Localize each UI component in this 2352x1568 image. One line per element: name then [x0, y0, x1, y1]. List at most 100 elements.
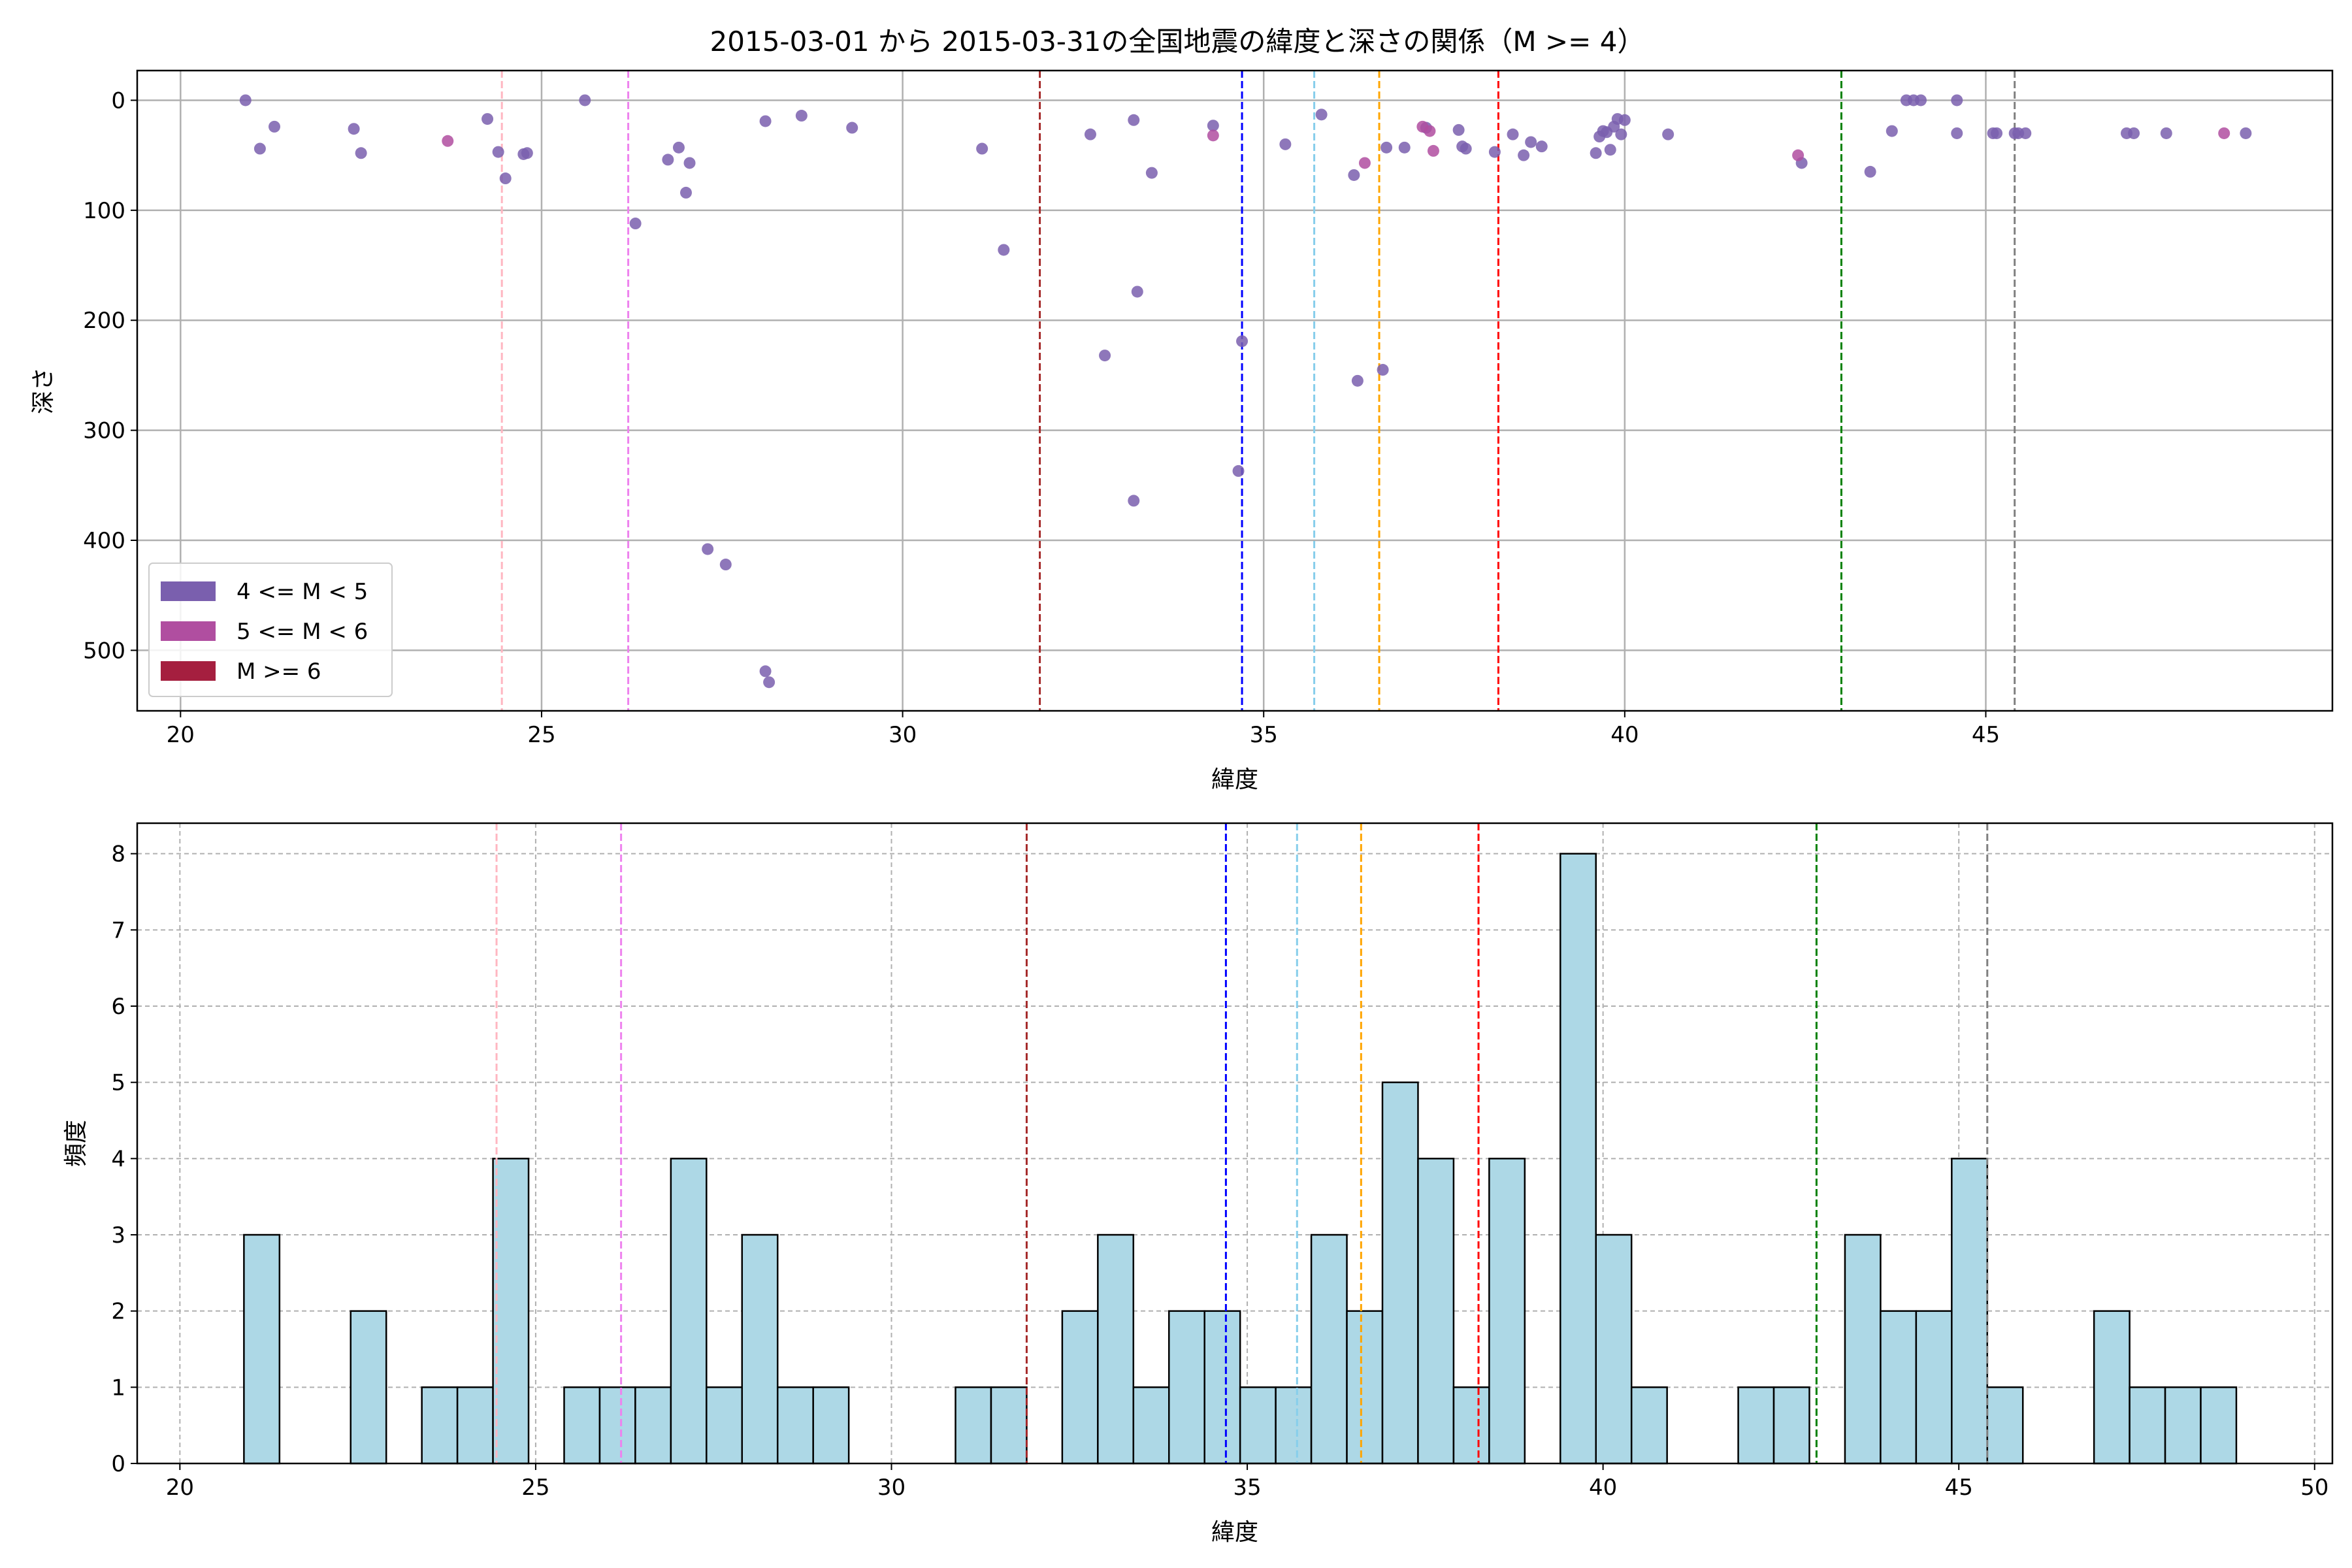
scatter-point [1604, 144, 1616, 156]
histogram-bar [1417, 1158, 1455, 1465]
scatter-point [1460, 142, 1472, 155]
histogram-x-axis-title: 緯度 [1211, 1519, 1258, 1546]
scatter-point [1951, 127, 1963, 139]
histogram-x-tick-label: 25 [521, 1475, 549, 1501]
scatter-point [2160, 127, 2172, 139]
scatter-point [759, 665, 772, 678]
scatter-x-tick-label: 25 [527, 722, 555, 748]
legend-swatch-m5 [161, 621, 216, 641]
scatter-point [998, 244, 1010, 256]
histogram-bar [1452, 1386, 1490, 1465]
scatter-y-tick-label: 500 [83, 638, 125, 664]
scatter-point [1315, 108, 1328, 121]
chart-title: 2015-03-01 から 2015-03-31の全国地震の緯度と深さの関係（M… [710, 25, 1645, 57]
histogram-bar [1061, 1310, 1099, 1465]
scatter-point [763, 676, 776, 689]
scatter-point [2218, 127, 2230, 139]
histogram-bar [1772, 1386, 1810, 1465]
histogram-bar [955, 1386, 992, 1465]
scatter-point [1377, 364, 1389, 376]
scatter-x-axis-title: 緯度 [1211, 766, 1258, 793]
histogram-bar [1381, 1081, 1419, 1465]
scatter-point [1099, 350, 1111, 362]
histogram-bar [2164, 1386, 2202, 1465]
scatter-y-tick-label: 300 [83, 418, 125, 444]
scatter-point [1207, 129, 1219, 142]
scatter-y-axis-title: 深さ [30, 367, 57, 414]
legend-label-m5: 5 <= M < 6 [237, 619, 368, 645]
scatter-point [680, 186, 692, 199]
scatter-point [683, 157, 696, 169]
scatter-point [521, 147, 533, 159]
scatter-point [1358, 157, 1371, 169]
histogram-bar [1097, 1233, 1135, 1465]
histogram-bar [1844, 1233, 1882, 1465]
histogram-bar [776, 1386, 814, 1465]
histogram-bar [456, 1386, 494, 1465]
histogram-bar [1951, 1158, 1989, 1465]
histogram-bar [1203, 1310, 1241, 1465]
histogram-bar [1915, 1310, 1953, 1465]
histogram-x-tick-label: 40 [1589, 1475, 1617, 1501]
histogram-bar [350, 1310, 387, 1465]
histogram-bar [1168, 1310, 1205, 1465]
scatter-point [1348, 169, 1360, 181]
histogram-vlines [495, 823, 1989, 1463]
scatter-y-tick-label: 0 [111, 88, 125, 114]
scatter-point [1128, 495, 1140, 507]
scatter-point [1380, 141, 1393, 154]
scatter-point [1615, 128, 1627, 140]
histogram-bar [1275, 1386, 1313, 1465]
legend-swatch-m6 [161, 661, 216, 681]
scatter-point [1232, 465, 1245, 477]
scatter-y-tick-label: 400 [83, 528, 125, 554]
scatter-point [492, 146, 504, 158]
histogram-bar [1560, 853, 1597, 1465]
histogram-y-tick-label: 2 [111, 1299, 125, 1325]
histogram-bar [2129, 1386, 2166, 1465]
histogram-bar [2200, 1386, 2238, 1465]
scatter-point [1488, 146, 1501, 158]
histogram-bar [741, 1233, 779, 1465]
histogram-y-tick-label: 3 [111, 1222, 125, 1249]
scatter-point [2128, 127, 2140, 139]
scatter-x-tick-label: 35 [1250, 722, 1278, 748]
scatter-point [1131, 286, 1143, 298]
scatter-point [1525, 136, 1537, 148]
scatter-point [1951, 94, 1963, 106]
scatter-point [1424, 125, 1436, 137]
legend: 4 <= M < 5 5 <= M < 6 M >= 6 [148, 563, 393, 697]
legend-label-m4: 4 <= M < 5 [237, 579, 368, 605]
histogram-bar [706, 1386, 743, 1465]
histogram-bar [670, 1158, 708, 1465]
histogram-bar [1737, 1386, 1775, 1465]
histogram-bar [1346, 1310, 1384, 1465]
histogram-bar [1880, 1310, 1918, 1465]
scatter-point [269, 120, 280, 133]
histogram-x-tick-label: 35 [1233, 1475, 1261, 1501]
scatter-point [1915, 94, 1927, 106]
histogram-x-tick-label: 45 [1945, 1475, 1973, 1501]
scatter-vlines [500, 71, 2016, 711]
scatter-point [672, 141, 685, 154]
scatter-point [795, 110, 808, 122]
scatter-y-tick-label: 200 [83, 308, 125, 334]
histogram-bar [1630, 1386, 1668, 1465]
scatter-points [239, 94, 2252, 689]
histogram-y-tick-label: 5 [111, 1070, 125, 1096]
scatter-x-tick-label: 45 [1972, 722, 2000, 748]
histogram-bar [492, 1158, 530, 1465]
scatter-panel: 20 25 30 35 40 45 0 100 200 300 400 500 緯度 深さ 4 <= … [30, 69, 2334, 793]
scatter-point [662, 154, 674, 166]
scatter-frame [136, 69, 2334, 712]
histogram-bar [563, 1386, 601, 1465]
scatter-point [2240, 127, 2252, 139]
scatter-point [499, 172, 512, 185]
scatter-point [348, 123, 360, 135]
legend-label-m6: M >= 6 [237, 659, 321, 685]
scatter-point [759, 115, 772, 127]
scatter-point [702, 543, 714, 555]
histogram-bar [812, 1386, 850, 1465]
scatter-point [1535, 140, 1548, 153]
